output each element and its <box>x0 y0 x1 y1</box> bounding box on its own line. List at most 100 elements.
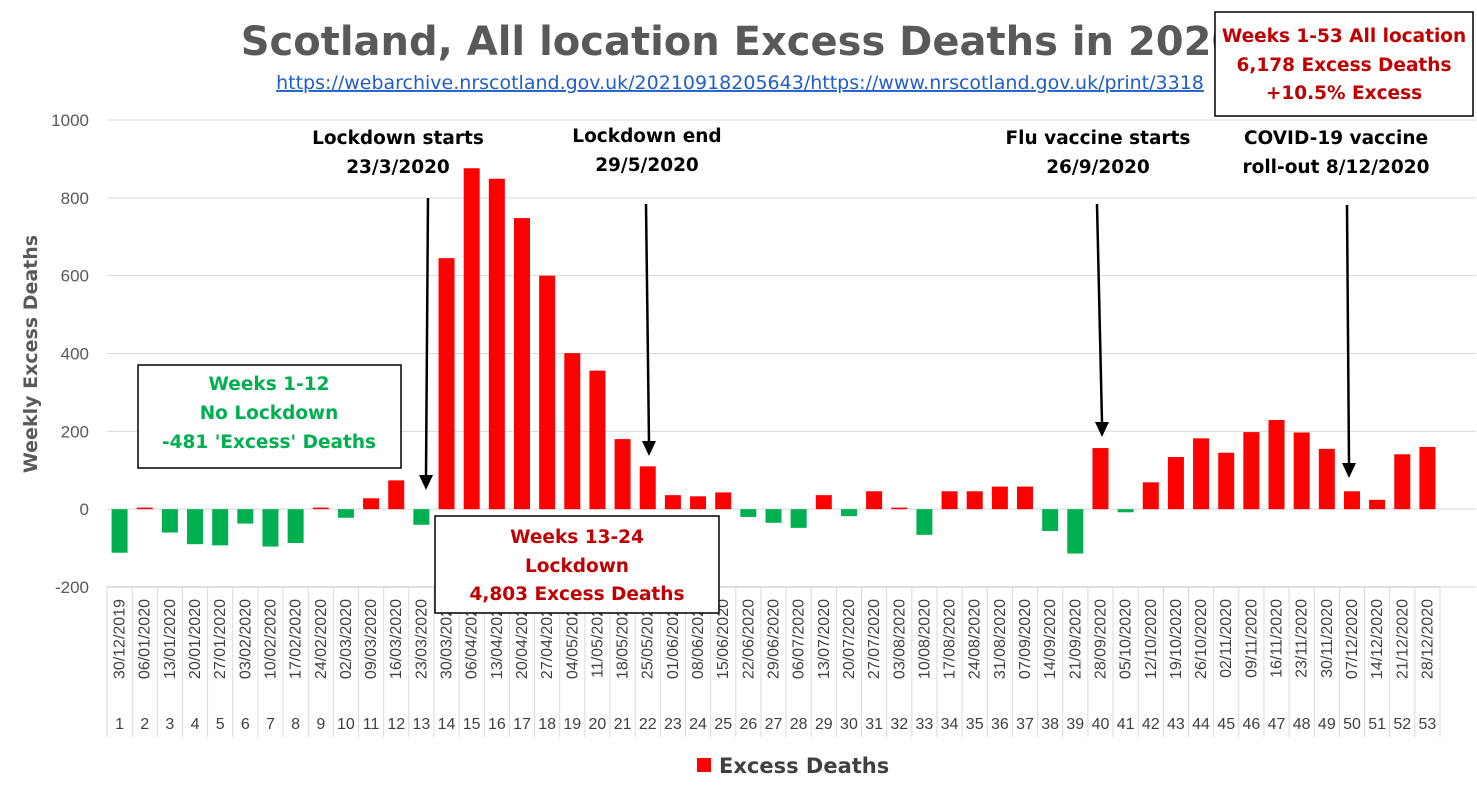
bar <box>1092 448 1109 510</box>
week-number-label: 9 <box>316 716 325 733</box>
bar <box>1017 486 1034 510</box>
week-number-label: 42 <box>1142 716 1160 733</box>
bar <box>664 495 681 510</box>
x-tick-label: 30/03/2020 <box>439 599 456 679</box>
y-tick-label: 200 <box>61 422 89 441</box>
week-number-label: 13 <box>412 716 430 733</box>
x-tick-label: 23/11/2020 <box>1294 599 1311 678</box>
bar <box>790 509 807 528</box>
week-number-label: 44 <box>1192 716 1210 733</box>
week-number-label: 3 <box>165 716 174 733</box>
bar <box>1419 446 1436 510</box>
lockdown-box: Weeks 13-24 Lockdown 4,803 Excess Deaths <box>434 515 720 614</box>
bar <box>1218 452 1235 510</box>
x-tick-label: 11/05/2020 <box>589 599 606 678</box>
bar <box>1167 457 1184 510</box>
y-tick-label: 0 <box>80 500 89 519</box>
bar <box>539 275 556 510</box>
x-tick-label: 30/12/2019 <box>112 599 129 679</box>
week-number-label: 2 <box>140 716 149 733</box>
no-lockdown-box-line-1: Weeks 1-12 <box>209 374 330 395</box>
week-number-label: 51 <box>1368 716 1386 733</box>
annotation-text: Lockdown starts <box>312 128 484 149</box>
x-tick-label: 03/08/2020 <box>891 599 908 679</box>
x-tick-label: 05/10/2020 <box>1118 599 1135 679</box>
x-tick-label: 25/05/2020 <box>640 599 657 679</box>
x-tick-label: 22/06/2020 <box>740 599 757 679</box>
bar <box>1343 491 1360 510</box>
bar <box>1117 509 1134 513</box>
week-number-label: 4 <box>191 716 200 733</box>
bar <box>1268 420 1285 510</box>
annotation-text: 26/9/2020 <box>1046 157 1150 178</box>
week-number-label: 26 <box>739 716 757 733</box>
bar <box>941 491 958 510</box>
bar <box>363 498 380 510</box>
bar <box>312 507 329 510</box>
annotation-text: Flu vaccine starts <box>1006 128 1191 149</box>
lockdown-box-line-2: Lockdown <box>525 556 629 577</box>
x-tick-label: 28/12/2020 <box>1419 599 1436 679</box>
week-number-label: 41 <box>1117 716 1135 733</box>
y-axis-label: Weekly Excess Deaths <box>20 235 42 473</box>
week-number-label: 52 <box>1393 716 1411 733</box>
week-number-label: 43 <box>1167 716 1185 733</box>
week-number-label: 50 <box>1343 716 1361 733</box>
bar <box>966 491 983 510</box>
x-tick-label: 14/09/2020 <box>1042 599 1059 679</box>
x-tick-label: 17/02/2020 <box>288 599 305 679</box>
total-box: Weeks 1-53 All location 6,178 Excess Dea… <box>1214 11 1474 117</box>
week-number-label: 23 <box>664 716 682 733</box>
week-number-label: 5 <box>216 716 225 733</box>
total-box-line-1: Weeks 1-53 All location <box>1222 26 1466 47</box>
annotation-text: roll-out 8/12/2020 <box>1243 157 1430 178</box>
x-tick-label: 04/05/2020 <box>564 599 581 679</box>
bar <box>589 370 606 510</box>
bar <box>1193 438 1210 510</box>
y-tick-label: 400 <box>61 345 89 364</box>
bar <box>1293 432 1310 510</box>
x-tick-label: 24/08/2020 <box>967 599 984 679</box>
legend-swatch <box>697 758 711 772</box>
x-tick-label: 27/01/2020 <box>212 599 229 679</box>
y-tick-label: 600 <box>61 267 89 286</box>
x-tick-label: 07/09/2020 <box>1017 599 1034 679</box>
no-lockdown-box-line-2: No Lockdown <box>200 403 339 424</box>
week-number-label: 1 <box>115 716 124 733</box>
source-link[interactable]: https://webarchive.nrscotland.gov.uk/202… <box>276 72 1204 94</box>
week-number-label: 47 <box>1268 716 1286 733</box>
x-tick-label: 24/02/2020 <box>313 599 330 679</box>
week-number-label: 33 <box>916 716 934 733</box>
bar <box>690 496 707 510</box>
y-tick-label: 1000 <box>51 111 89 130</box>
week-number-label: 12 <box>387 716 405 733</box>
x-tick-label: 30/11/2020 <box>1319 599 1336 678</box>
bar <box>413 509 430 525</box>
y-tick-labels: -200 0 200 400 600 800 1000 <box>51 111 89 597</box>
x-tick-label: 16/03/2020 <box>388 599 405 679</box>
x-tick-label: 09/11/2020 <box>1243 599 1260 678</box>
bar <box>715 492 732 510</box>
legend: Excess Deaths <box>697 754 889 778</box>
x-tick-label: 23/03/2020 <box>413 599 430 679</box>
week-number-label: 14 <box>438 716 456 733</box>
x-tick-label: 02/03/2020 <box>338 599 355 679</box>
week-number-label: 19 <box>563 716 581 733</box>
bar <box>513 218 530 510</box>
bar <box>262 509 279 547</box>
annotation-arrow <box>1095 203 1104 424</box>
x-tick-label: 20/07/2020 <box>841 599 858 679</box>
x-tick-label: 09/03/2020 <box>363 599 380 679</box>
bar <box>891 507 908 510</box>
x-tick-label: 13/04/2020 <box>489 599 506 679</box>
x-tick-label: 07/12/2020 <box>1344 599 1361 679</box>
bar <box>136 507 153 510</box>
bar <box>765 509 782 523</box>
bar <box>111 509 128 553</box>
bar <box>1243 432 1260 510</box>
annotation-arrows <box>419 197 1356 490</box>
x-tick-label: 20/01/2020 <box>187 599 204 679</box>
x-tick-label: 08/06/2020 <box>690 599 707 679</box>
annotation-text: COVID-19 vaccine <box>1244 128 1428 149</box>
week-number-label: 6 <box>241 716 250 733</box>
